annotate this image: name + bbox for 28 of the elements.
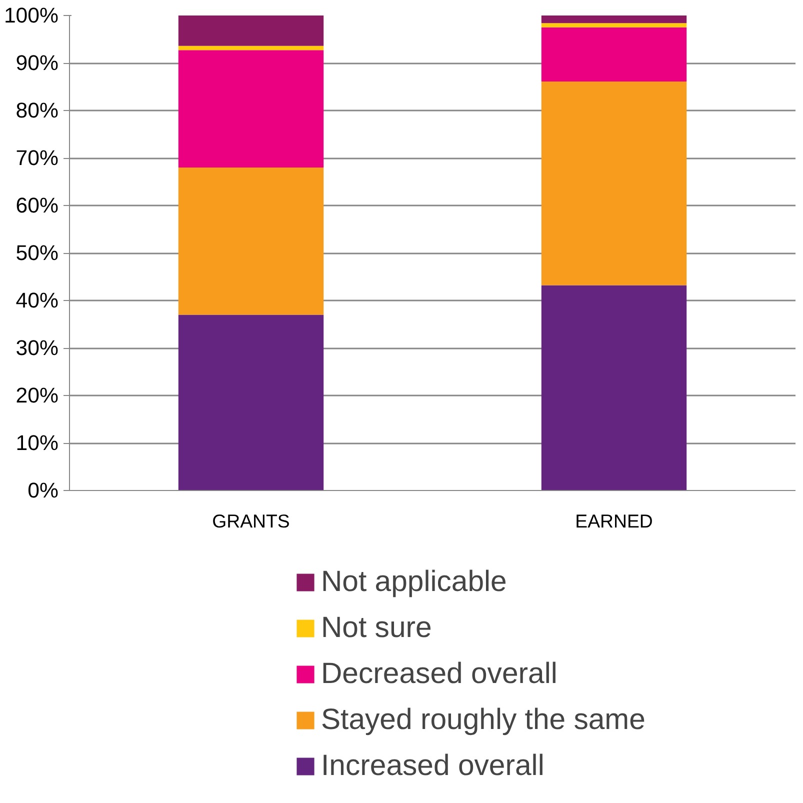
y-tick-label: 50% <box>16 241 59 265</box>
legend-label: Not applicable <box>321 564 507 600</box>
bar <box>178 46 324 50</box>
bar <box>541 285 687 490</box>
bar <box>178 50 324 168</box>
legend-label: Decreased overall <box>321 656 558 692</box>
bar <box>178 314 324 490</box>
y-tick-label: 30% <box>16 336 59 360</box>
y-tick-label: 90% <box>16 51 59 75</box>
bar <box>541 82 687 286</box>
bar <box>541 16 687 24</box>
bar <box>178 16 324 46</box>
y-tick-label: 80% <box>16 98 59 122</box>
y-tick-label: 20% <box>16 384 59 408</box>
bar <box>541 27 687 82</box>
bar <box>541 23 687 28</box>
y-tick-label: 10% <box>16 431 59 455</box>
legend-label: Increased overall <box>321 748 544 784</box>
y-tick-label: 100% <box>4 4 59 28</box>
legend-label: Stayed roughly the same <box>321 702 646 738</box>
bar <box>178 168 324 315</box>
y-tick-label: 60% <box>16 194 59 218</box>
y-tick-label: 0% <box>28 478 59 502</box>
x-tick-label: EARNED <box>575 510 653 532</box>
x-tick-label: GRANTS <box>212 510 290 532</box>
legend-label: Not sure <box>321 610 432 646</box>
y-tick-label: 70% <box>16 146 59 170</box>
y-tick-label: 40% <box>16 288 59 312</box>
